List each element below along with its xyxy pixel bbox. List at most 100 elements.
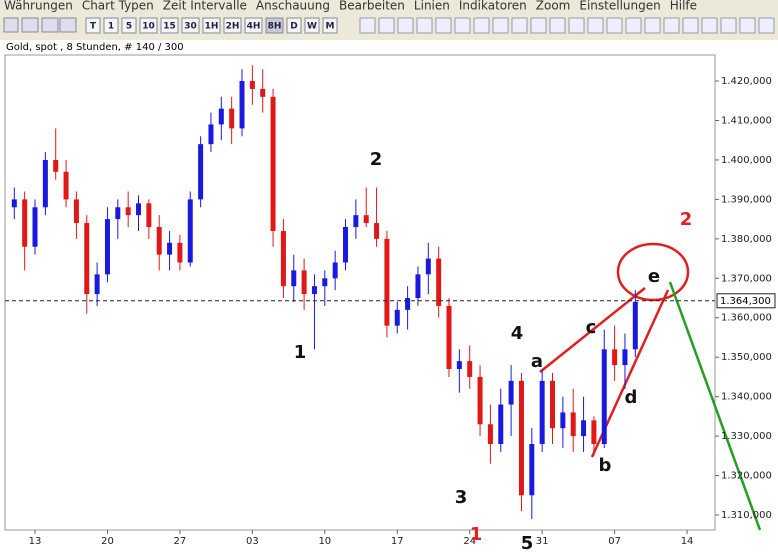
tool-icon[interactable] [511,17,528,34]
candle-body [136,203,142,216]
interval-button-label[interactable]: 30 [184,22,197,32]
interval-button[interactable] [244,17,263,34]
wave-label: d [625,387,638,408]
tool-icon[interactable] [454,17,471,34]
wave-label: a [531,351,543,372]
menu-item[interactable]: Währungen [4,0,73,13]
candle-body [249,81,255,89]
interval-button[interactable] [304,17,320,34]
tool-icon[interactable] [41,17,59,33]
interval-button[interactable] [181,17,200,34]
tool-icon[interactable] [701,17,718,34]
tool-icon[interactable] [549,17,566,34]
tool-icon[interactable] [473,17,490,34]
wave-label: 5 [521,533,534,554]
tool-icon[interactable] [378,17,395,34]
tool-icon[interactable] [397,17,414,34]
interval-button[interactable] [103,17,119,34]
tool-icon[interactable] [59,17,77,33]
candle-body [11,199,17,208]
interval-button[interactable] [322,17,338,34]
wave-label: b [599,455,612,476]
tool-icon[interactable] [359,17,376,34]
tool-icon[interactable] [3,17,19,33]
candle-body [270,96,276,231]
candle-body [187,199,193,263]
interval-button[interactable] [286,17,302,34]
y-tick-label: 1.420,000 [721,76,772,87]
tool-icon[interactable] [435,17,452,34]
interval-button[interactable] [85,17,101,34]
interval-button-label[interactable]: 2H [226,22,240,32]
candle-body [394,309,400,326]
menu-item[interactable]: Bearbeiten [339,0,405,13]
tool-icon[interactable] [587,17,604,34]
interval-button-label[interactable]: D [290,22,297,32]
x-tick-label: 17 [391,536,404,547]
tool-icon[interactable] [625,17,642,34]
tool-icon[interactable] [530,17,547,34]
tool-icon[interactable] [739,17,756,34]
candle-body [343,227,349,263]
candle-body [529,443,535,496]
menu-item[interactable]: Indikatoren [459,0,527,13]
menu-item[interactable]: Zoom [536,0,571,13]
candle-body [115,207,121,220]
interval-button-label[interactable]: 10 [142,22,155,32]
menu-item[interactable]: Anschauung [256,0,330,13]
current-price-box [716,293,776,309]
tool-icon[interactable] [720,17,737,34]
interval-button-label[interactable]: 1 [108,22,114,32]
highlight-circle [616,242,690,302]
candle-body [581,420,587,437]
candle-body [280,230,286,287]
candle-body [22,199,28,247]
candle-body [94,274,100,295]
candle-body [498,404,504,444]
tool-icon[interactable] [416,17,433,34]
interval-button[interactable] [202,17,221,34]
interval-button-label[interactable]: 15 [163,22,176,32]
interval-button[interactable] [223,17,242,34]
interval-button-label[interactable]: 4H [247,22,261,32]
tool-icon[interactable] [492,17,509,34]
y-tick-label: 1.400,000 [721,155,772,166]
interval-button[interactable] [139,17,158,34]
tool-icon[interactable] [21,17,39,33]
interval-button-label[interactable]: 1H [205,22,219,32]
candle-body [384,238,390,326]
candle-body [601,349,607,444]
tool-icon[interactable] [758,17,775,34]
candle-body [353,215,359,228]
x-tick-label: 24 [463,536,476,547]
candle-body [487,424,493,444]
interval-button[interactable] [121,17,137,34]
tool-icon[interactable] [644,17,661,34]
candle-body [146,203,152,228]
interval-button-label[interactable]: 5 [126,22,132,32]
tool-icon[interactable] [663,17,680,34]
tool-icon[interactable] [568,17,585,34]
candle-body [560,412,566,429]
wave-label: 1 [470,524,483,545]
menu-item[interactable]: Hilfe [670,0,697,13]
interval-button-label[interactable]: W [307,22,317,32]
candle-body [612,349,618,366]
menu-item[interactable]: Chart Typen [82,0,154,13]
wave-label: 4 [511,323,524,344]
interval-button[interactable] [265,17,284,34]
wave-label: e [648,266,660,287]
interval-button[interactable] [160,17,179,34]
menu-item[interactable]: Einstellungen [579,0,660,13]
tool-icon[interactable] [682,17,699,34]
interval-button-label[interactable]: M [326,22,335,32]
tool-icon[interactable] [606,17,623,34]
y-tick-label: 1.330,000 [721,431,772,442]
interval-button-label[interactable]: T [90,22,97,32]
menu-item[interactable]: Zeit Intervalle [163,0,247,13]
interval-button-label[interactable]: 8H [268,22,282,32]
candle-body [550,380,556,429]
x-tick-label: 27 [174,536,187,547]
candle-body [446,305,452,370]
menu-item[interactable]: Linien [414,0,450,13]
